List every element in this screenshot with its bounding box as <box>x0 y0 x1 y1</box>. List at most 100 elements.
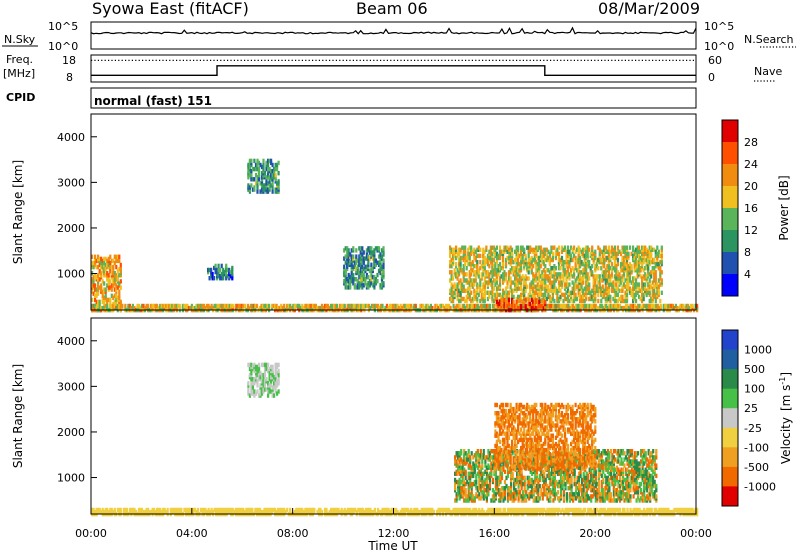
heatmap-cell <box>247 168 250 174</box>
heatmap-cell <box>542 299 545 305</box>
heatmap-cell <box>585 282 588 287</box>
heatmap-cell <box>464 469 467 474</box>
heatmap-cell <box>479 247 482 252</box>
heatmap-cell <box>116 275 119 280</box>
heatmap-cell <box>495 251 498 257</box>
heatmap-cell <box>552 483 555 489</box>
heatmap-cell <box>606 286 609 291</box>
heatmap-cell <box>307 303 310 309</box>
heatmap-cell <box>473 463 476 468</box>
heatmap-cell <box>461 282 464 287</box>
heatmap-cell <box>600 266 603 271</box>
heatmap-cell <box>576 257 579 263</box>
heatmap-cell <box>524 303 527 309</box>
heatmap-cell <box>553 298 556 304</box>
heatmap-cell <box>529 477 532 483</box>
heatmap-cell <box>614 303 617 309</box>
heatmap-cell <box>97 291 100 296</box>
heatmap-cell <box>576 303 579 309</box>
heatmap-cell <box>632 276 635 281</box>
heatmap-cell <box>118 281 121 286</box>
heatmap-cell <box>606 490 609 495</box>
heatmap-cell <box>558 471 561 476</box>
heatmap-cell <box>608 463 611 468</box>
heatmap-cell <box>356 279 359 284</box>
heatmap-cell <box>379 270 382 276</box>
heatmap-cell <box>550 245 553 250</box>
heatmap-cell <box>648 245 651 250</box>
heatmap-cell <box>624 496 628 501</box>
heatmap-cell <box>452 303 455 309</box>
heatmap-cell <box>364 303 367 309</box>
heatmap-cell <box>213 276 216 281</box>
range-tick-label: 1000 <box>57 268 85 281</box>
heatmap-cell <box>492 292 495 298</box>
heatmap-cell <box>608 471 611 476</box>
heatmap-cell <box>527 301 530 307</box>
heatmap-cell <box>575 303 578 309</box>
heatmap-cell <box>523 286 526 291</box>
heatmap-cell <box>591 488 594 493</box>
heatmap-cell <box>374 262 377 267</box>
heatmap-cell <box>492 298 495 304</box>
power-heatmap <box>91 158 699 313</box>
heatmap-cell <box>266 303 269 309</box>
heatmap-cell <box>355 266 358 272</box>
heatmap-cell <box>514 249 517 254</box>
heatmap-cell <box>248 158 251 164</box>
heatmap-cell <box>532 488 535 493</box>
heatmap-cell <box>608 477 611 483</box>
heatmap-cell <box>460 479 463 485</box>
heatmap-cell <box>265 166 268 172</box>
heatmap-cell <box>513 477 516 483</box>
heatmap-cell <box>479 282 482 287</box>
heatmap-cell <box>453 247 456 252</box>
heatmap-cell <box>624 467 628 472</box>
heatmap-cell <box>533 247 536 252</box>
heatmap-cell <box>582 272 585 277</box>
heatmap-cell <box>551 255 554 261</box>
heatmap-cell <box>97 285 100 290</box>
heatmap-cell <box>313 303 316 309</box>
heatmap-cell <box>527 292 530 298</box>
heatmap-cell <box>573 298 576 304</box>
heatmap-cell <box>172 303 175 309</box>
heatmap-cell <box>97 254 100 259</box>
heatmap-cell <box>460 494 463 499</box>
heatmap-cell <box>500 475 504 481</box>
heatmap-cell <box>457 451 460 456</box>
heatmap-cell <box>647 266 650 271</box>
heatmap-cell <box>479 303 482 309</box>
heatmap-cell <box>471 249 474 254</box>
heatmap-cell <box>602 488 605 493</box>
heatmap-cell <box>527 257 530 263</box>
heatmap-cell <box>110 271 113 276</box>
heatmap-cell <box>562 475 566 481</box>
heatmap-cell <box>470 272 473 277</box>
heatmap-cell <box>470 298 473 304</box>
heatmap-cell <box>579 488 582 493</box>
heatmap-cell <box>624 492 628 497</box>
heatmap-cell <box>588 467 591 472</box>
heatmap-cell <box>627 469 631 474</box>
heatmap-cell <box>563 282 567 287</box>
heatmap-cell <box>492 264 495 269</box>
heatmap-cell <box>571 274 574 279</box>
heatmap-cell <box>139 305 142 311</box>
heatmap-cell <box>254 173 258 178</box>
heatmap-cell <box>109 297 112 303</box>
heatmap-cell <box>594 494 597 499</box>
heatmap-cell <box>598 247 601 252</box>
heatmap-cell <box>367 281 370 286</box>
heatmap-cell <box>454 481 457 487</box>
heatmap-cell <box>464 278 467 283</box>
heatmap-cell <box>485 475 488 481</box>
heatmap-cell <box>618 272 621 277</box>
heatmap-cell <box>642 286 645 291</box>
heatmap-cell <box>140 303 144 309</box>
heatmap-cell <box>653 276 656 281</box>
heatmap-cell <box>654 280 657 285</box>
heatmap-cell <box>574 249 577 254</box>
heatmap-cell <box>91 254 94 259</box>
heatmap-cell <box>641 288 644 293</box>
